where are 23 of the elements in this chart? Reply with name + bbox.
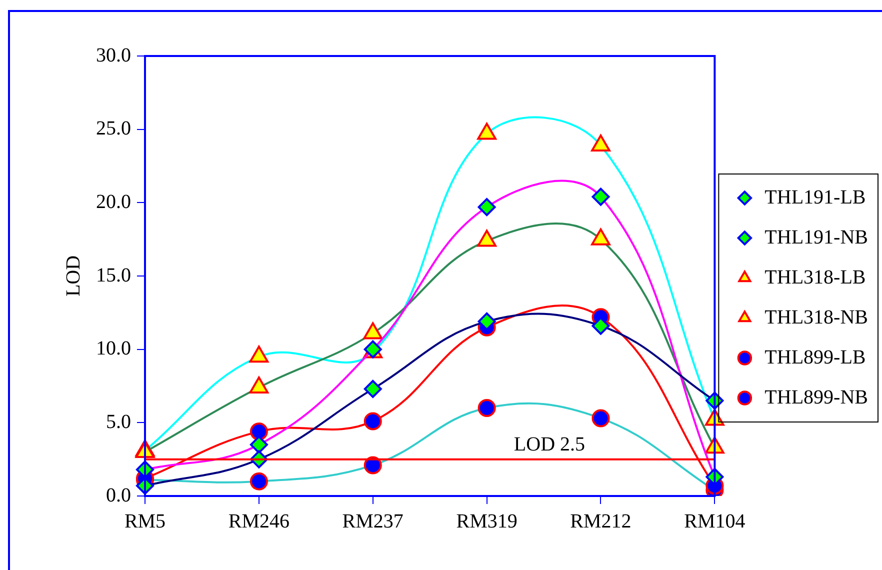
ref-line-label: LOD 2.5 <box>514 434 586 456</box>
legend-label: THL191-LB <box>764 186 866 208</box>
point <box>364 412 382 430</box>
y-tick-label: 5.0 <box>106 410 131 433</box>
y-tick-label: 25.0 <box>96 118 131 140</box>
legend-label: THL318-LB <box>764 266 866 288</box>
y-tick-label: 0.0 <box>106 484 131 506</box>
legend-label: THL191-NB <box>764 226 868 248</box>
legend-label: THL318-NB <box>764 306 868 328</box>
x-tick-label: RM246 <box>228 510 290 532</box>
legend-label: THL899-LB <box>764 346 866 368</box>
x-tick-label: RM212 <box>570 510 632 532</box>
y-tick-label: 30.0 <box>96 44 131 66</box>
y-tick-label: 10.0 <box>96 338 131 360</box>
y-tick-label: 20.0 <box>96 190 131 213</box>
y-axis-title: LOD <box>62 255 84 297</box>
x-tick-label: RM104 <box>684 510 746 532</box>
legend-label: THL899-NB <box>764 386 868 408</box>
x-tick-label: RM237 <box>342 510 404 532</box>
point <box>250 422 268 440</box>
x-tick-label: RM5 <box>124 510 166 532</box>
y-tick-label: 15.0 <box>96 264 131 286</box>
x-tick-label: RM319 <box>456 510 518 532</box>
